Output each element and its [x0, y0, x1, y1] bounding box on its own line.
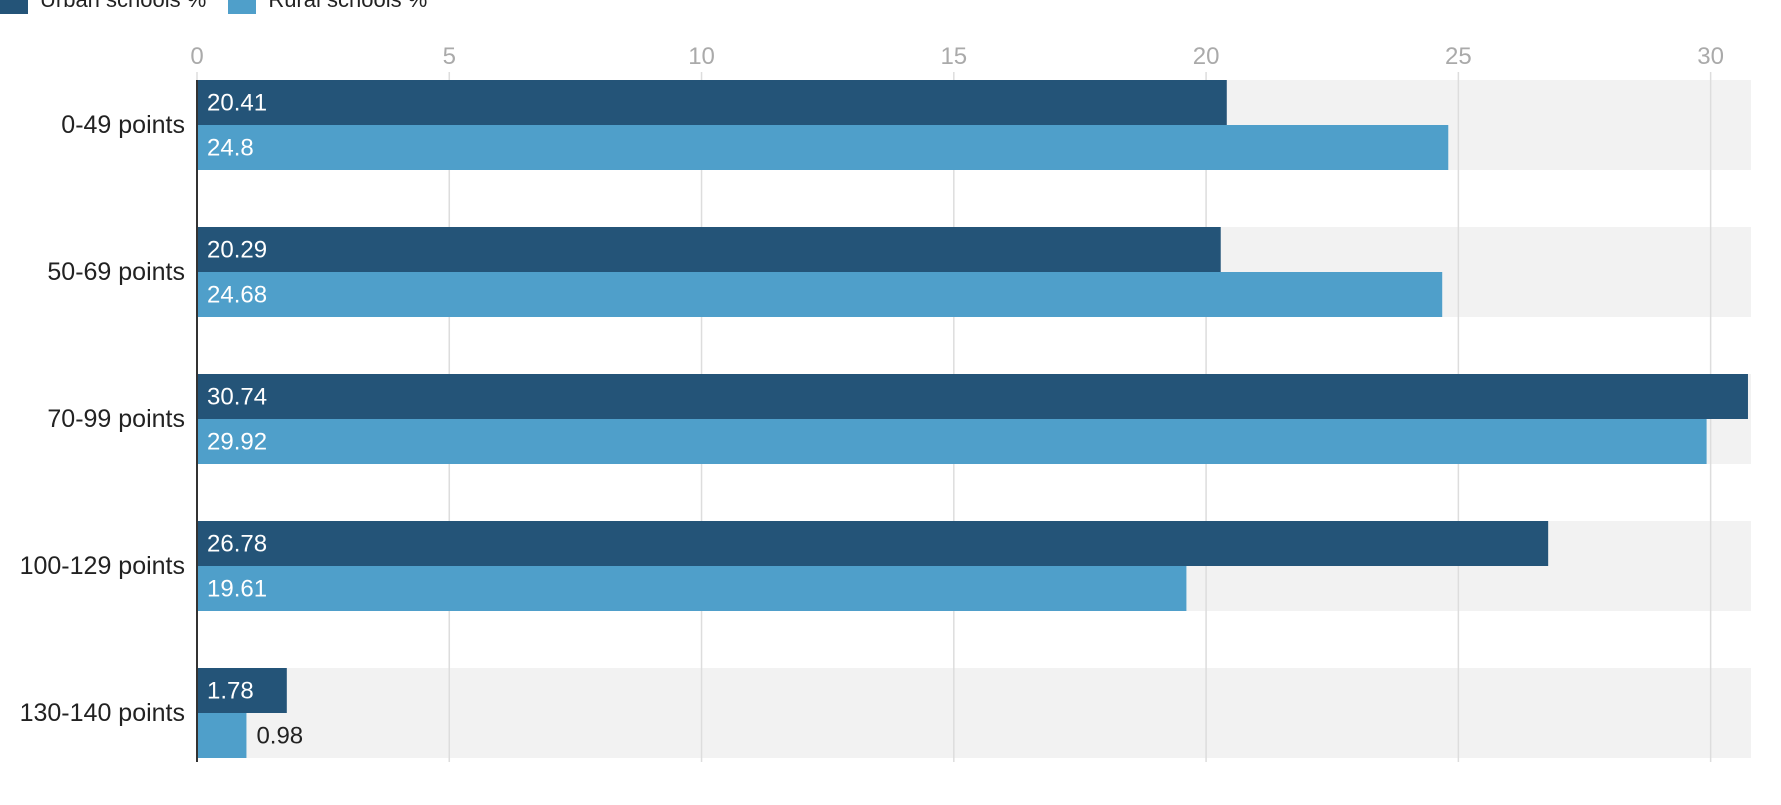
legend-label-urban: Urban schools % [40, 0, 206, 13]
x-tick-label: 10 [688, 43, 715, 70]
category-label: 100-129 points [20, 552, 185, 580]
data-label-rural: 24.8 [207, 135, 254, 162]
x-tick-label: 25 [1445, 43, 1472, 70]
x-tick-label: 5 [443, 43, 456, 70]
bar-rural [197, 272, 1443, 317]
x-tick-label: 20 [1193, 43, 1220, 70]
bar-rural [197, 713, 247, 758]
legend-item-rural: Rural schools % [228, 0, 427, 14]
category-label: 70-99 points [47, 405, 185, 433]
legend-label-rural: Rural schools % [268, 0, 427, 13]
x-tick-label: 0 [190, 43, 203, 70]
data-label-urban: 30.74 [207, 384, 267, 411]
category-band [197, 668, 1751, 758]
bar-rural [197, 125, 1449, 170]
data-label-urban: 1.78 [207, 678, 254, 705]
data-label-urban: 26.78 [207, 531, 267, 558]
data-label-urban: 20.29 [207, 237, 267, 264]
data-label-urban: 20.41 [207, 90, 267, 117]
category-label: 130-140 points [20, 699, 185, 727]
legend: Urban schools % Rural schools % [0, 0, 449, 16]
data-label-rural: 24.68 [207, 282, 267, 309]
bar-urban [197, 80, 1227, 125]
legend-swatch-rural [228, 0, 257, 14]
legend-swatch-urban [0, 0, 28, 14]
x-tick-label: 15 [940, 43, 967, 70]
bar-urban [197, 374, 1748, 419]
bar-urban [197, 668, 287, 713]
bar-urban [197, 227, 1221, 272]
category-label: 0-49 points [61, 111, 185, 139]
bar-rural [197, 419, 1707, 464]
bar-rural [197, 566, 1187, 611]
data-label-rural: 29.92 [207, 429, 267, 456]
data-label-rural: 19.61 [207, 576, 267, 603]
legend-item-urban: Urban schools % [0, 0, 206, 14]
x-tick-label: 30 [1697, 43, 1724, 70]
data-label-rural: 0.98 [256, 723, 303, 750]
bar-urban [197, 521, 1549, 566]
category-label: 50-69 points [47, 258, 185, 286]
